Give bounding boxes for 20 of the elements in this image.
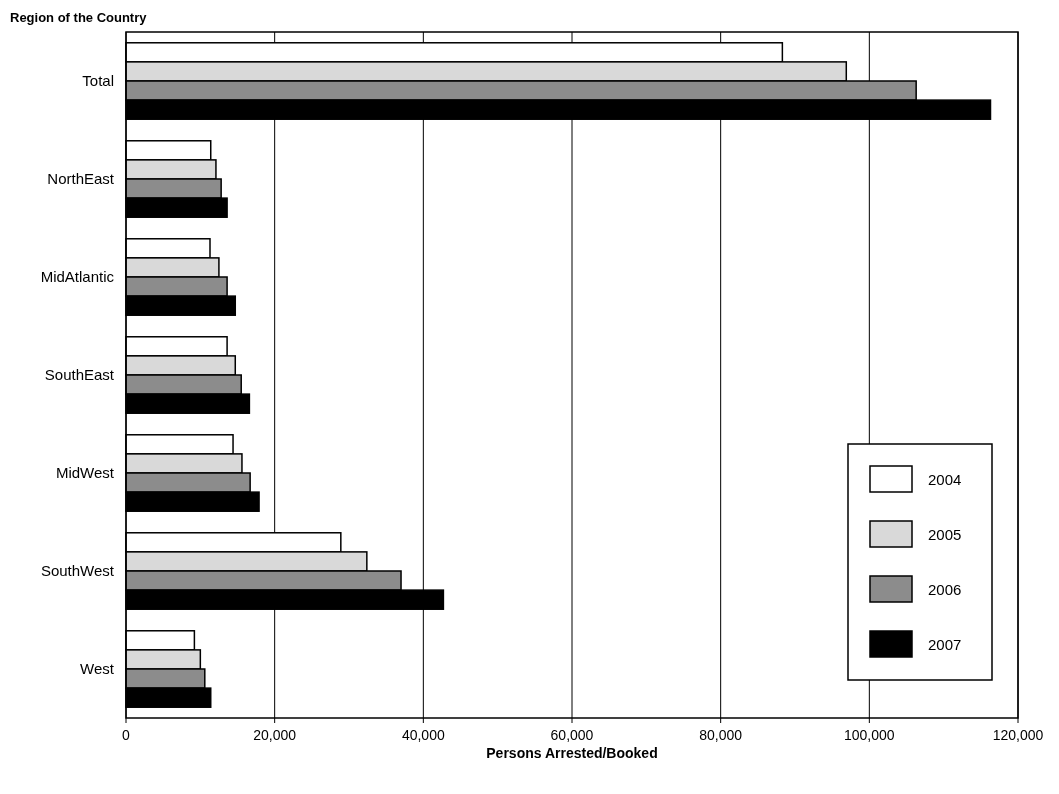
y-tick-label: Total [82,72,114,89]
x-tick-label: 40,000 [401,727,445,743]
legend-label: 2005 [928,526,962,543]
x-tick-label: 100,000 [844,727,895,743]
legend-label: 2004 [928,471,962,488]
x-tick-label: 80,000 [699,727,743,743]
y-tick-label: SouthEast [44,366,115,383]
legend-label: 2007 [928,636,962,653]
legend-label: 2006 [928,581,962,598]
y-axis-title: Region of the Country [10,10,148,25]
y-tick-label: SouthWest [40,562,115,579]
x-axis-title: Persons Arrested/Booked [486,745,658,761]
y-tick-label: MidWest [55,464,115,481]
x-tick-label: 60,000 [550,727,594,743]
y-tick-label: MidAtlantic [40,268,115,285]
x-tick-label: 0 [122,727,131,743]
y-tick-label: NorthEast [47,170,115,187]
x-tick-label: 20,000 [253,727,297,743]
y-tick-label: West [80,660,115,677]
x-tick-label: 120,000 [992,727,1044,743]
